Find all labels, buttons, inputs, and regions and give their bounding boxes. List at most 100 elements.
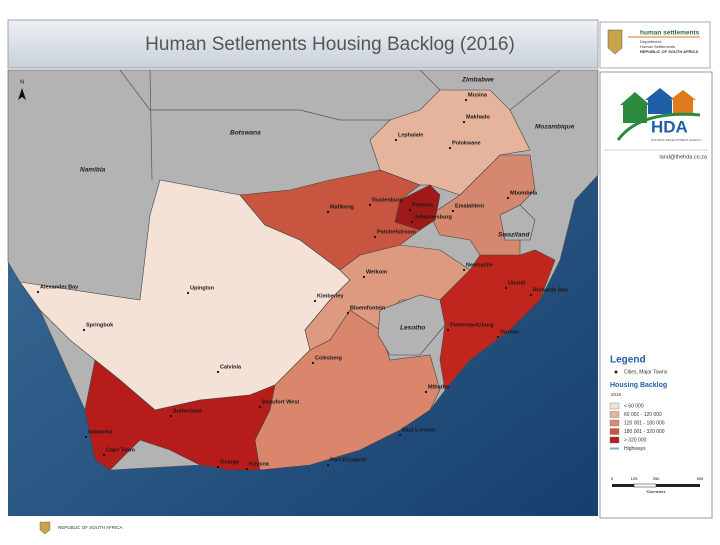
lesotho: [377, 294, 446, 356]
provinces: [19, 89, 556, 471]
town-label: Calvinia: [220, 364, 242, 370]
legend-label: > 320 000: [624, 437, 647, 443]
legend-swatch: [609, 402, 620, 410]
logo-dept: Department:: [640, 39, 662, 44]
town-point: [504, 286, 508, 290]
town-point: [446, 328, 450, 332]
scale-label: 125: [631, 476, 638, 481]
legend-swatch: [609, 419, 620, 427]
footer-text: REPUBLIC OF SOUTH AFRICA: [58, 525, 123, 530]
town-label: Saldanha: [88, 429, 113, 435]
town-point: [169, 414, 173, 418]
eastern-cape: [254, 309, 441, 471]
town-symbol: [614, 370, 618, 374]
town-point: [102, 453, 106, 457]
legend-label: < 60 000: [624, 403, 644, 409]
town-point: [216, 370, 220, 374]
town-label: Cape Town: [106, 447, 136, 453]
town-point: [326, 463, 330, 467]
town-point: [216, 465, 220, 469]
north-arrow: N: [18, 79, 26, 100]
town-label: George: [220, 459, 239, 465]
town-label: Makhado: [466, 114, 490, 120]
town-point: [451, 209, 455, 213]
town-label: Knysna: [249, 461, 270, 467]
sidebar: [599, 71, 713, 519]
town-point: [398, 433, 402, 437]
town-point: [464, 98, 468, 102]
country-label: Botswana: [230, 130, 261, 137]
town-point: [496, 335, 500, 339]
limpopo: [369, 89, 531, 196]
town-point: [408, 208, 412, 212]
country-label: Namibia: [80, 167, 106, 174]
town-label: Johannesburg: [414, 214, 452, 220]
town-label: Colesberg: [315, 355, 342, 361]
legend-highways: Highways: [624, 446, 646, 452]
town-label: Upington: [190, 285, 215, 291]
hda-logo: HDA HOUSING DEVELOPMENT AGENCY: [616, 88, 702, 142]
town-point: [394, 138, 398, 142]
town-point: [311, 361, 315, 365]
town-point: [462, 268, 466, 272]
town-label: Port Elizabeth: [330, 457, 367, 463]
town-point: [362, 275, 366, 279]
country-labels: Zimbabwe Botswana Namibia Mozambique Swa…: [80, 77, 575, 332]
town-label: East London: [402, 427, 436, 433]
legend: Legend Cities, Major Towns Housing Backl…: [609, 355, 668, 452]
borders: [119, 69, 561, 181]
legend-swatch: [609, 428, 620, 435]
town-point: [346, 311, 350, 315]
town-point: [186, 291, 190, 295]
scale-label: 250: [653, 476, 660, 481]
dept-logo: human settlements Department: Human Sett…: [599, 21, 711, 69]
town-label: Lephalale: [398, 132, 423, 138]
town-label: Musina: [468, 92, 488, 98]
town-label: Rustenburg: [372, 197, 403, 203]
legend-year: 2016: [611, 392, 622, 397]
town-label: Bloemfontein: [350, 305, 386, 311]
town-label: Emalahleni: [455, 203, 485, 209]
town-point: [313, 299, 317, 303]
hda-tagline: HOUSING DEVELOPMENT AGENCY: [651, 138, 702, 142]
logo-dept-name: Human Settlements: [640, 44, 675, 49]
town-label: Pretoria: [412, 202, 434, 208]
town-label: Potchefstroom: [377, 229, 416, 235]
town-point: [82, 328, 86, 332]
town-point: [258, 405, 262, 409]
town-label: Durban: [500, 329, 520, 335]
legend-backlog: Housing Backlog: [610, 382, 667, 389]
town-label: Alexander Bay: [40, 284, 79, 290]
town-point: [368, 203, 372, 207]
country-label: Swaziland: [498, 232, 530, 239]
town-label: Polokwane: [452, 140, 481, 146]
north-label: N: [20, 79, 24, 85]
town-label: Kimberley: [317, 293, 345, 299]
country-label: Zimbabwe: [461, 77, 494, 84]
legend-title: Legend: [610, 355, 646, 366]
footer: REPUBLIC OF SOUTH AFRICA: [39, 521, 123, 535]
town-labels: Musina Makhado Lephalale Polokwane Mbombela E…: [36, 92, 569, 471]
town-label: Mafikeng: [330, 204, 354, 210]
town-label: Sutherland: [173, 408, 202, 414]
legend-swatch: [609, 436, 620, 444]
town-label: Ulundi: [508, 280, 526, 286]
town-point: [326, 210, 330, 214]
town-point: [448, 146, 452, 150]
town-point: [373, 235, 377, 239]
legend-label: 120 001 - 180 000: [624, 420, 665, 426]
town-point: [529, 293, 533, 297]
legend-label: 180 001 - 320 000: [624, 429, 665, 435]
town-label: Mbombela: [510, 190, 538, 196]
gauteng: [394, 184, 441, 231]
town-point: [462, 120, 466, 124]
town-label: Richards Bay: [533, 287, 569, 293]
swaziland: [499, 204, 536, 241]
town-point: [36, 290, 40, 294]
email: land@thehda.co.za: [660, 154, 708, 160]
title: Human Setlements Housing Backlog (2016): [145, 34, 515, 55]
country-label: Lesotho: [400, 325, 425, 332]
town-label: Mthatha: [428, 384, 450, 390]
town-point: [424, 390, 428, 394]
